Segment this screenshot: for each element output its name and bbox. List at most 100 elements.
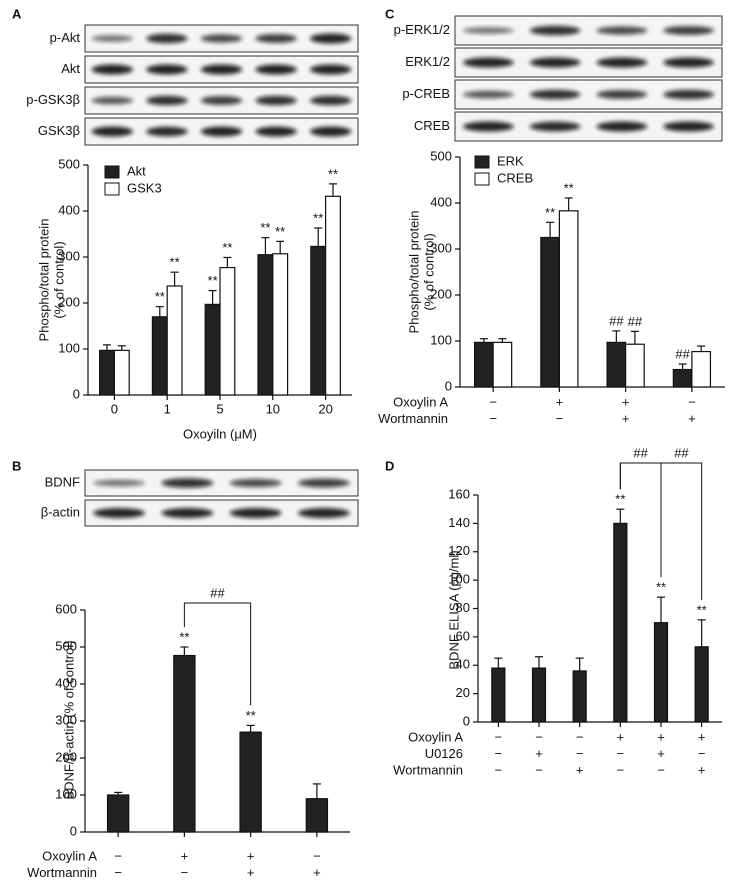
- error-bar: [697, 619, 706, 647]
- x-tick-label: 10: [266, 401, 280, 416]
- y-tick-label: 500: [55, 638, 77, 653]
- significance-label: **: [222, 240, 232, 255]
- blot-band: [91, 126, 134, 137]
- y-tick-label: 300: [58, 248, 80, 263]
- y-tick-label: 100: [55, 786, 77, 801]
- blot-label: Akt: [61, 61, 80, 76]
- blot-band: [255, 64, 297, 75]
- legend-swatch: [104, 182, 120, 196]
- y-axis-label: Phospho/total protein: [36, 219, 51, 342]
- condition-sign: −: [617, 746, 625, 761]
- condition-sign: +: [247, 865, 255, 880]
- error-bar: [494, 657, 503, 669]
- significance-bracket: ##: [183, 585, 252, 706]
- condition-sign: +: [535, 746, 543, 761]
- y-tick-label: 0: [445, 378, 452, 393]
- blot-label: BDNF: [45, 474, 80, 489]
- error-bar: [261, 237, 270, 255]
- error-bar: [546, 221, 555, 238]
- error-bar: [328, 183, 337, 197]
- significance-label: **: [313, 210, 323, 225]
- blot-band: [297, 478, 350, 488]
- condition-sign: +: [181, 848, 189, 863]
- significance-label: **: [656, 580, 666, 595]
- bar: [305, 798, 329, 833]
- bar: [272, 253, 289, 396]
- blot-band: [200, 126, 243, 137]
- blot-band: [146, 95, 188, 106]
- error-bar: [479, 338, 488, 343]
- blot-band: [463, 90, 514, 99]
- condition-sign: +: [247, 848, 255, 863]
- blot-band: [663, 26, 714, 35]
- error-bar: [678, 363, 687, 370]
- significance-label: **: [208, 273, 218, 288]
- y-tick-label: 200: [58, 294, 80, 309]
- x-tick-label: 20: [318, 401, 332, 416]
- error-bar: [117, 345, 126, 351]
- x-tick-label: 1: [164, 401, 171, 416]
- error-bar: [314, 227, 323, 247]
- y-tick-label: 20: [456, 685, 470, 700]
- y-tick-label: 300: [430, 240, 452, 255]
- significance-label: **: [697, 602, 707, 617]
- blot-band: [463, 57, 514, 68]
- legend-label: CREB: [497, 170, 533, 185]
- condition-sign: −: [489, 411, 497, 426]
- blot-band: [229, 508, 282, 518]
- y-tick-label: 140: [448, 515, 470, 530]
- y-tick-label: 300: [55, 712, 77, 727]
- condition-sign: −: [495, 746, 503, 761]
- blot-band: [529, 25, 581, 36]
- condition-sign: −: [535, 762, 543, 777]
- blot-band: [309, 126, 352, 137]
- y-tick-label: 100: [430, 332, 452, 347]
- error-bar: [208, 289, 217, 305]
- condition-sign: +: [576, 762, 584, 777]
- significance-label: ##: [609, 313, 624, 328]
- bar: [173, 654, 196, 833]
- condition-sign: +: [657, 746, 665, 761]
- significance-label: **: [545, 205, 555, 220]
- condition-sign: +: [617, 729, 625, 744]
- y-tick-label: 100: [58, 340, 80, 355]
- error-bar: [564, 197, 573, 211]
- blot-band: [91, 64, 134, 75]
- blot-band: [146, 33, 188, 44]
- y-axis-label: BDNF/β-actin (% of control): [61, 640, 76, 799]
- bar: [613, 522, 628, 723]
- error-bar: [276, 240, 285, 254]
- y-tick-label: 500: [58, 156, 80, 171]
- y-tick-label: 0: [70, 823, 77, 838]
- blot-band: [663, 89, 714, 100]
- y-tick-label: 500: [430, 148, 452, 163]
- y-tick-label: 160: [448, 486, 470, 501]
- blot-label: p-ERK1/2: [394, 22, 450, 37]
- blot-band: [146, 126, 188, 137]
- blot-band: [255, 95, 297, 106]
- blot-band: [309, 64, 352, 75]
- condition-sign: −: [535, 729, 543, 744]
- bar: [219, 266, 236, 396]
- legend-label: ERK: [497, 153, 524, 168]
- error-bar: [246, 724, 255, 733]
- blot-band: [255, 126, 297, 137]
- blot-band: [297, 508, 350, 518]
- significance-label: **: [155, 289, 165, 304]
- y-tick-label: 400: [55, 675, 77, 690]
- error-bar: [155, 306, 164, 317]
- error-bar: [170, 271, 179, 286]
- blot-label: CREB: [414, 118, 450, 133]
- significance-label: **: [170, 255, 180, 270]
- significance-label: **: [564, 180, 574, 195]
- condition-sign: −: [698, 746, 706, 761]
- y-tick-label: 0: [463, 713, 470, 728]
- y-tick-label: 400: [430, 194, 452, 209]
- blot-label: GSK3β: [38, 123, 80, 138]
- significance-label: **: [246, 708, 256, 723]
- blot-band: [91, 96, 134, 105]
- legend-label: Akt: [127, 163, 146, 178]
- y-tick-label: 400: [58, 202, 80, 217]
- significance-label: **: [275, 224, 285, 239]
